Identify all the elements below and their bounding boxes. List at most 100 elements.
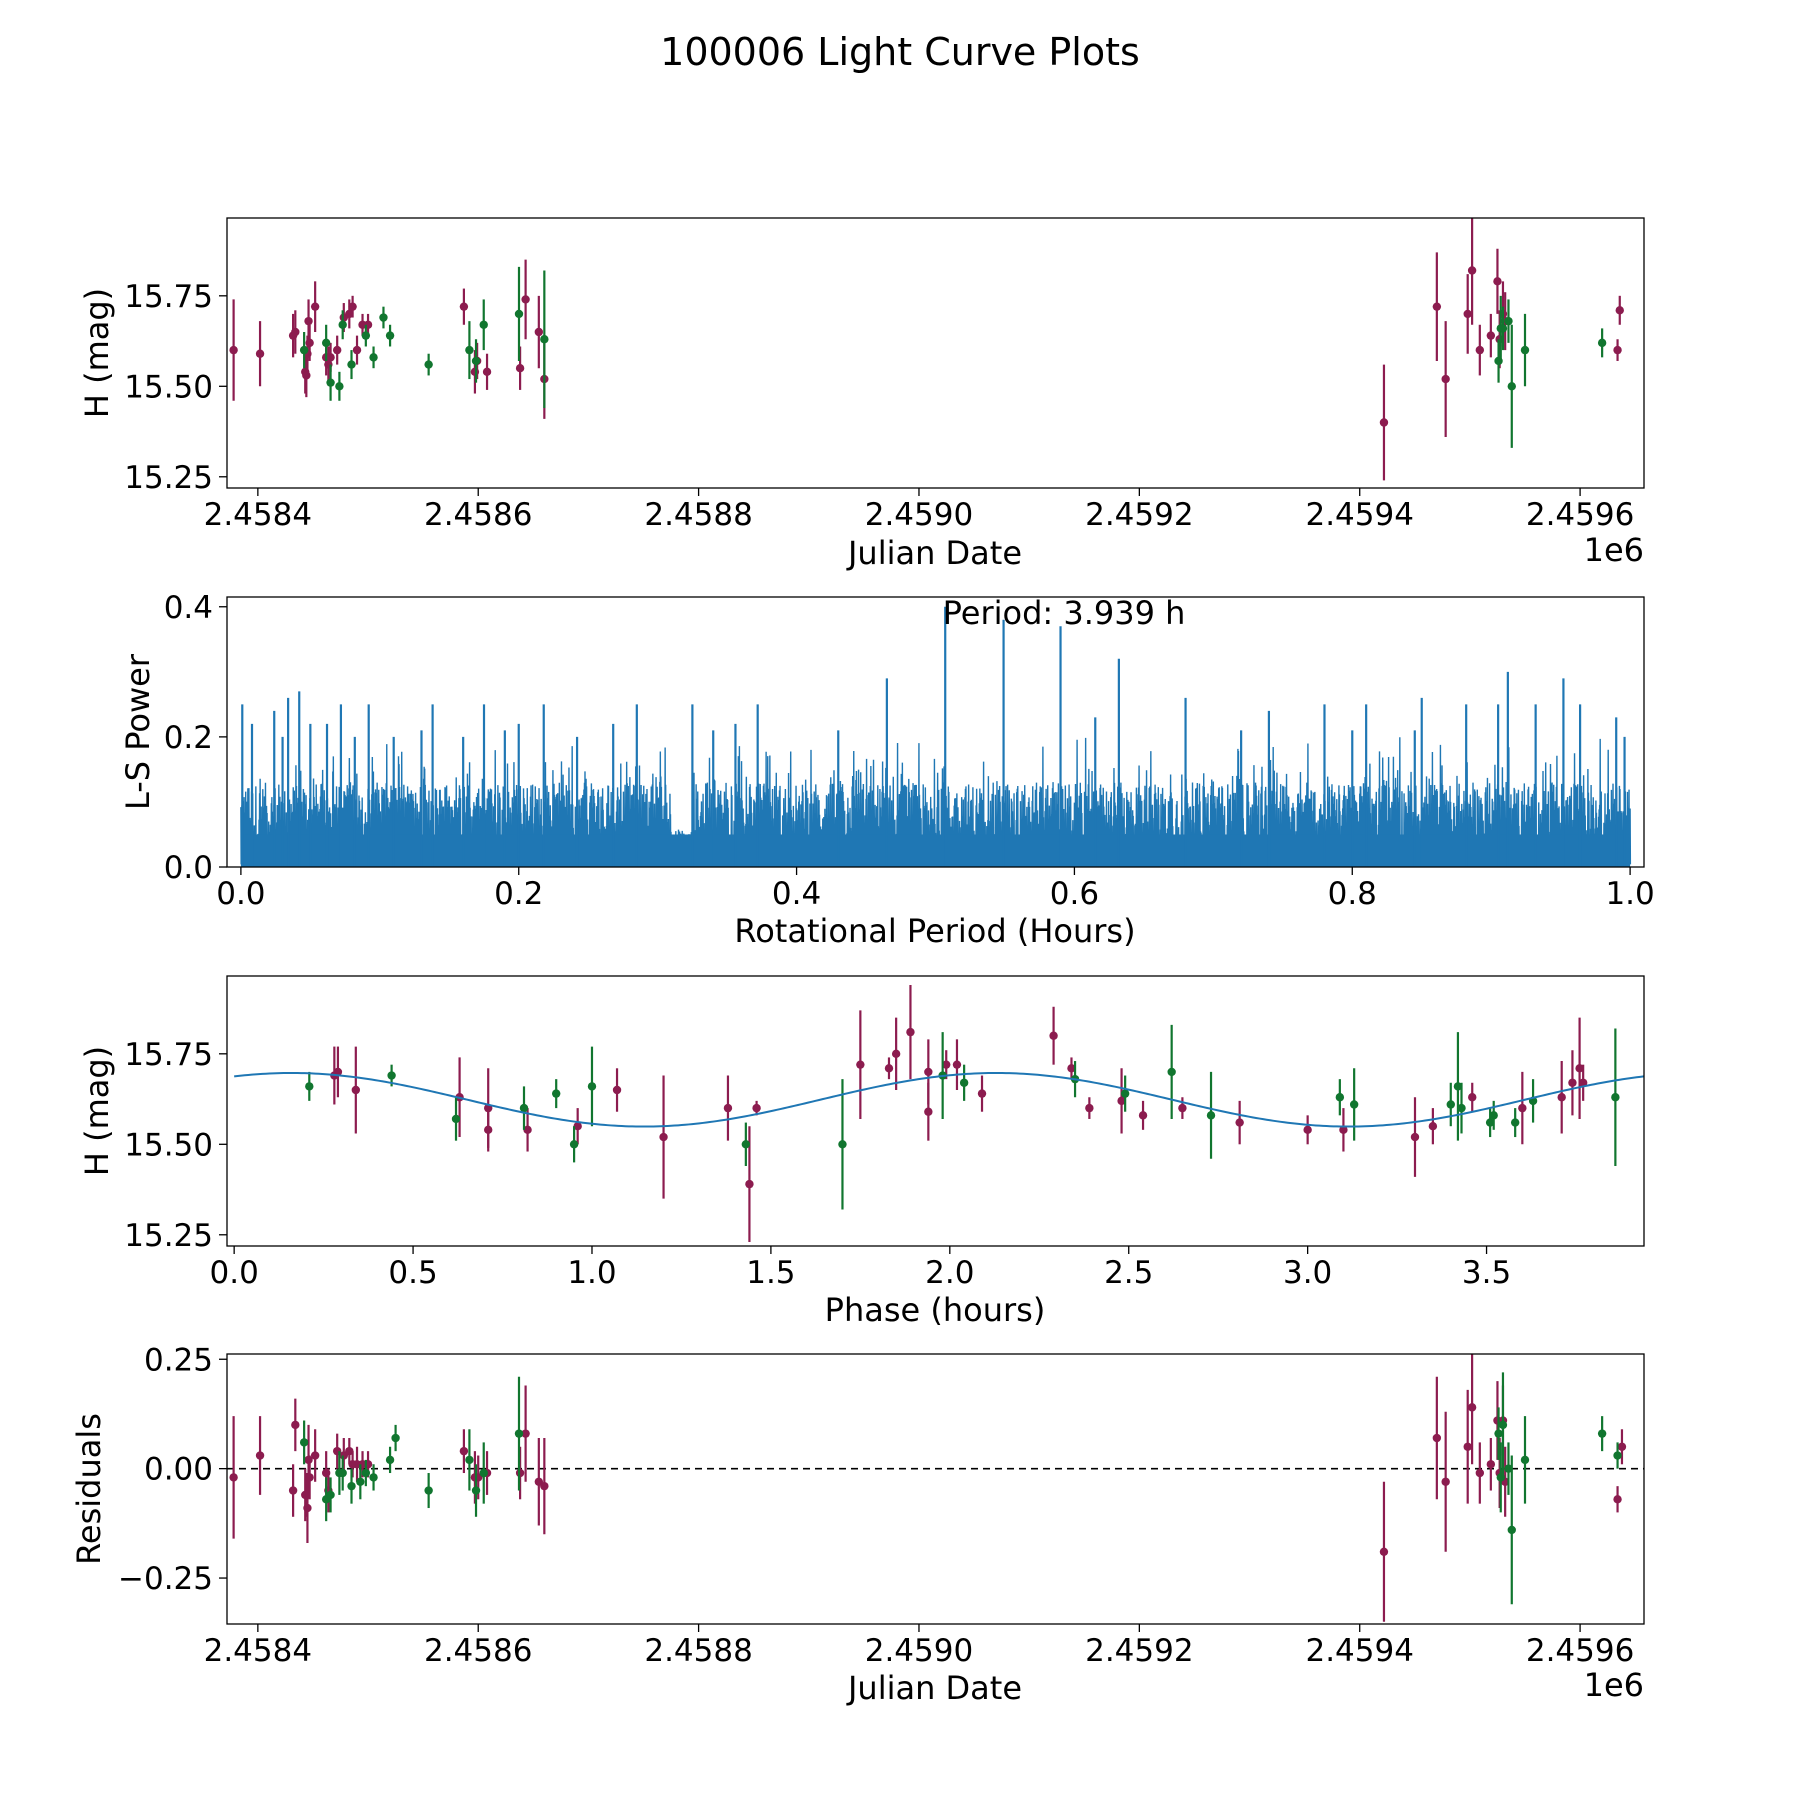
lc-point-red xyxy=(291,327,300,337)
light-curve-xlabel: Julian Date xyxy=(846,534,1022,572)
phase-point-red xyxy=(333,1067,343,1077)
resid-point-red xyxy=(1475,1468,1485,1478)
phase-point-red xyxy=(1235,1118,1244,1127)
resid-ytick-label: −0.25 xyxy=(118,1561,213,1597)
lc-point-green xyxy=(479,320,488,329)
lc-point-red xyxy=(1493,277,1502,286)
lc-point-green xyxy=(1507,382,1516,391)
lc-point-green xyxy=(514,309,524,319)
lc-point-red xyxy=(459,302,469,311)
resid-point-green xyxy=(326,1490,335,1500)
period-annotation: Period: 3.939 h xyxy=(943,594,1186,632)
lc-point-green xyxy=(465,345,474,355)
resid-point-green xyxy=(465,1455,474,1465)
ls-ytick-label: 0.0 xyxy=(164,850,213,886)
phase-point-green xyxy=(519,1103,529,1113)
lc-point-red xyxy=(255,349,265,358)
phase-point-red xyxy=(977,1089,987,1098)
phase-point-red xyxy=(1178,1103,1187,1113)
phase-point-red xyxy=(351,1085,361,1095)
resid-point-red xyxy=(1441,1477,1450,1486)
lc-point-red xyxy=(1475,345,1485,355)
phase-ytick-label: 15.25 xyxy=(124,1218,213,1254)
light-curve-frame xyxy=(226,217,1645,489)
phase-xtick-label: 0.5 xyxy=(388,1255,437,1291)
lc-xtick-label: 2.4588 xyxy=(644,497,752,533)
lc-xtick-label: 2.4594 xyxy=(1305,497,1413,533)
lc-ytick-label: 15.25 xyxy=(124,460,213,496)
phase-point-red xyxy=(1138,1111,1148,1120)
phase-point-green xyxy=(552,1089,561,1098)
residuals-offset-label: 1e6 xyxy=(1584,1666,1644,1704)
periodogram-xlabel: Rotational Period (Hours) xyxy=(734,912,1135,950)
phase-point-green xyxy=(1206,1111,1216,1120)
phase-point-green xyxy=(305,1082,314,1091)
phase-xtick-label: 0.0 xyxy=(210,1255,259,1291)
phase-point-red xyxy=(1117,1096,1126,1106)
phase-point-red xyxy=(924,1067,933,1077)
phase-point-red xyxy=(523,1125,532,1135)
lc-point-green xyxy=(299,345,309,355)
resid-point-red xyxy=(1379,1547,1389,1556)
resid-point-red xyxy=(1613,1495,1622,1504)
lc-point-red xyxy=(352,345,362,355)
phase-point-green xyxy=(587,1082,597,1091)
lc-ytick-label: 15.50 xyxy=(124,369,213,405)
resid-point-red xyxy=(540,1481,549,1491)
resid-point-green xyxy=(424,1486,433,1495)
resid-point-green xyxy=(361,1468,371,1478)
resid-point-red xyxy=(303,1503,312,1513)
lc-point-red xyxy=(521,295,530,304)
ls-ytick-label: 0.4 xyxy=(164,590,213,626)
periodogram-ylabel: L-S Power xyxy=(119,653,157,810)
resid-point-green xyxy=(514,1429,524,1438)
lc-point-red xyxy=(1613,345,1622,355)
lc-point-red xyxy=(302,371,311,380)
phase-point-red xyxy=(906,1027,915,1037)
lc-point-red xyxy=(326,353,335,362)
lc-point-red xyxy=(304,316,313,326)
periodogram-frame xyxy=(226,596,1645,868)
phase-xtick-label: 2.5 xyxy=(1104,1255,1153,1291)
lc-point-red xyxy=(305,338,314,348)
resid-point-green xyxy=(385,1455,395,1465)
phase-xtick-label: 2.0 xyxy=(925,1255,974,1291)
phase-point-red xyxy=(1085,1103,1094,1113)
phase-point-green xyxy=(387,1071,396,1080)
phase-point-green xyxy=(1167,1067,1176,1077)
lc-point-red xyxy=(1615,306,1624,315)
lc-xtick-label: 2.4590 xyxy=(865,497,973,533)
resid-point-green xyxy=(299,1438,309,1447)
resid-point-red xyxy=(1486,1460,1496,1469)
resid-xtick-label: 2.4588 xyxy=(644,1633,752,1669)
phase-xtick-label: 3.5 xyxy=(1462,1255,1511,1291)
resid-xtick-label: 2.4596 xyxy=(1526,1633,1634,1669)
resid-point-red xyxy=(1463,1442,1472,1451)
ls-xtick-label: 0.0 xyxy=(216,876,265,912)
resid-ytick-label: 0.25 xyxy=(144,1342,213,1378)
periodogram-fill xyxy=(240,834,1631,867)
periodogram-panel: 0.0 0.2 0.4 0.6 0.8 1.0 0.0 0.2 0.4 Rotational P… xyxy=(119,590,1655,950)
phase-point-red xyxy=(952,1060,962,1069)
phase-point-red xyxy=(1067,1064,1076,1073)
phase-point-red xyxy=(1578,1078,1588,1087)
resid-point-red xyxy=(1432,1433,1442,1443)
resid-point-green xyxy=(1520,1455,1530,1465)
phase-point-green xyxy=(1120,1089,1130,1098)
lc-xtick-label: 2.4586 xyxy=(424,497,532,533)
lc-point-green xyxy=(347,360,356,369)
lc-point-red xyxy=(534,327,544,337)
resid-xtick-label: 2.4584 xyxy=(204,1633,312,1669)
phase-point-green xyxy=(741,1140,751,1149)
resid-point-red xyxy=(521,1429,530,1438)
lc-xtick-label: 2.4596 xyxy=(1526,497,1634,533)
phase-point-red xyxy=(1303,1125,1312,1135)
phase-point-red xyxy=(484,1125,493,1135)
figure-title: 100006 Light Curve Plots xyxy=(660,30,1140,74)
phase-point-red xyxy=(1339,1125,1348,1135)
phase-point-green xyxy=(1457,1103,1466,1113)
residuals-panel: 2.4584 2.4586 2.4588 2.4590 2.4592 2.4594 2.45… xyxy=(70,1342,1645,1707)
ls-ytick-label: 0.2 xyxy=(164,720,213,756)
phase-point-red xyxy=(856,1060,865,1069)
